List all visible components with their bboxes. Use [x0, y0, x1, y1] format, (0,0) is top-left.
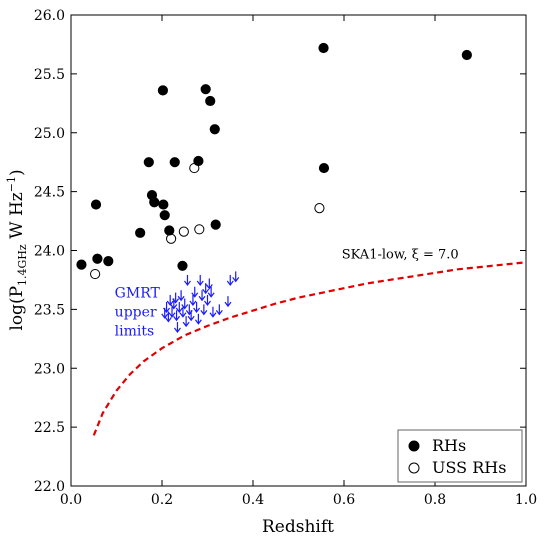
upper-limit-arrow	[173, 310, 181, 322]
ska1-low-threshold-curve	[92, 261, 527, 436]
rh-point	[76, 259, 87, 270]
upper-limit-arrow	[209, 306, 217, 318]
rh-point	[318, 162, 330, 174]
y-tick-label: 22.5	[34, 420, 65, 436]
upper-limit-arrow	[172, 292, 180, 304]
upper-limit-arrow	[182, 316, 190, 328]
upper-limit-arrow	[173, 322, 181, 334]
rh-point	[461, 49, 472, 61]
uss-rh-point	[166, 233, 177, 244]
uss-rh-point	[194, 224, 205, 235]
rh-point	[143, 157, 154, 168]
y-axis-label: log(P1.4GHz W Hz−1)	[5, 169, 29, 330]
upper-limit-arrow	[191, 286, 199, 298]
rh-point	[103, 255, 114, 267]
y-tick-label: 24.0	[34, 244, 65, 260]
rh-point	[193, 155, 204, 167]
gmrt-label-line: limits	[115, 324, 155, 340]
upper-limit-arrow	[177, 290, 185, 302]
upper-limit-arrow	[202, 283, 210, 295]
upper-limit-arrow	[193, 302, 201, 314]
upper-limit-arrow	[187, 310, 195, 322]
legend-marker-open	[408, 462, 420, 474]
gmrt-upper-limits-label: GMRT upper limits	[115, 286, 165, 340]
rh-point	[209, 124, 220, 135]
y-tick-label: 26.0	[34, 8, 65, 24]
gmrt-label-line: upper	[115, 305, 157, 321]
x-tick-label: 0.0	[60, 492, 82, 508]
rh-point	[159, 210, 170, 221]
uss-rh-point	[90, 268, 101, 280]
y-tick-label: 25.5	[34, 67, 65, 83]
rh-point	[164, 225, 175, 236]
legend-label-uss-rhs: USS RHs	[432, 458, 506, 477]
uss-rh-point	[178, 226, 189, 237]
y-tick-label: 24.5	[34, 185, 65, 201]
upper-limit-arrow	[204, 294, 211, 306]
upper-limit-arrow	[168, 306, 176, 318]
plot-area	[70, 14, 527, 487]
legend: RHs USS RHs	[397, 429, 523, 483]
ska1-low-label: SKA1-low, ξ = 7.0	[342, 248, 459, 263]
rh-point	[177, 260, 188, 271]
rh-point	[205, 95, 216, 107]
y-tick-label: 23.5	[34, 302, 65, 318]
rh-points	[76, 42, 472, 271]
x-tick-label: 0.2	[151, 492, 173, 508]
legend-label-rhs: RHs	[432, 436, 466, 455]
x-tick-label: 1.0	[515, 492, 537, 508]
upper-limit-arrow	[166, 294, 174, 306]
upper-limit-arrow	[215, 304, 223, 316]
gmrt-label-line: GMRT	[115, 286, 161, 302]
uss-rh-points	[90, 162, 325, 280]
upper-limit-arrow	[175, 302, 183, 314]
rh-point	[158, 199, 169, 210]
upper-limit-arrow	[198, 290, 206, 302]
rh-point	[200, 84, 211, 95]
upper-limit-arrow	[179, 306, 187, 318]
rh-point	[157, 85, 169, 96]
y-ticks: 22.0 22.5 23.0 23.5 24.0 24.5 25.0 25.5 26.0	[34, 8, 526, 495]
rh-point	[169, 157, 180, 168]
rh-point	[92, 253, 103, 264]
upper-limit-arrow	[164, 311, 172, 323]
legend-marker-filled	[408, 440, 420, 452]
x-ticks: 0.0 0.2 0.4 0.6 0.8 1.0	[60, 15, 537, 508]
x-tick-label: 0.8	[424, 492, 446, 508]
x-tick-label: 0.6	[333, 492, 355, 508]
rh-point	[90, 199, 102, 210]
legend-box	[397, 429, 523, 483]
upper-limit-arrow	[181, 298, 189, 310]
upper-limit-arrow	[196, 274, 204, 286]
upper-limit-arrow	[200, 304, 208, 316]
upper-limit-arrow	[205, 278, 213, 290]
upper-limit-arrow	[224, 296, 232, 308]
upper-limit-arrow	[189, 294, 197, 306]
gmrt-upper-limit-arrows	[161, 271, 240, 334]
rh-point	[149, 197, 160, 208]
upper-limit-arrow	[226, 274, 234, 286]
uss-rh-point	[314, 203, 325, 214]
upper-limit-arrow	[163, 302, 171, 314]
y-tick-label: 25.0	[34, 126, 65, 142]
x-axis-label: Redshift	[262, 517, 334, 537]
y-tick-label: 22.0	[34, 479, 65, 495]
rh-point	[318, 42, 329, 54]
upper-limit-arrow	[194, 313, 202, 325]
x-tick-label: 0.4	[242, 492, 264, 508]
upper-limit-arrow	[184, 274, 191, 286]
rh-point	[210, 219, 221, 230]
y-tick-label: 23.0	[34, 361, 65, 377]
upper-limit-arrow	[207, 286, 215, 298]
rh-point	[135, 227, 146, 238]
upper-limit-arrow	[232, 271, 240, 283]
